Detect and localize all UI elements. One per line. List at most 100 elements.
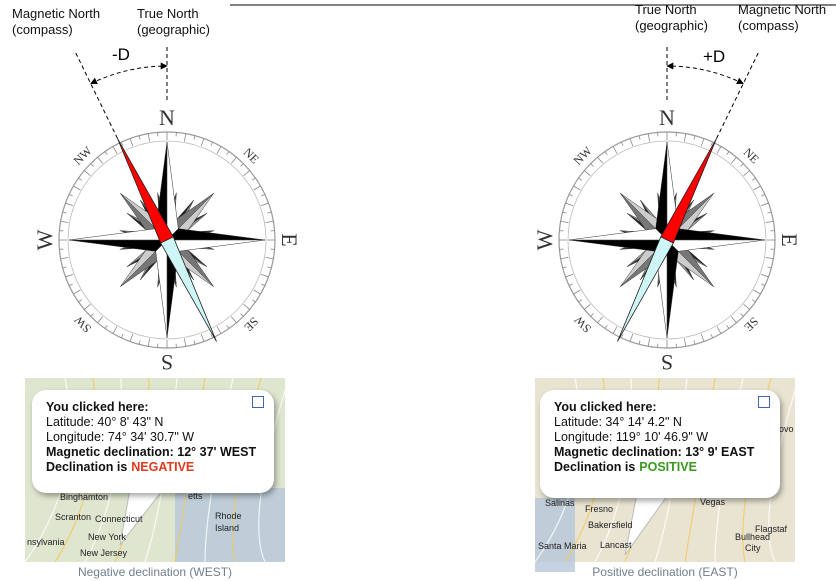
ring-tick (65, 202, 74, 207)
ring-tick (638, 340, 641, 345)
sign-prefix: Declination is (554, 460, 636, 474)
ring-tick (760, 273, 769, 278)
magnetic-north-label: (compass) (738, 18, 799, 33)
ring-tick (716, 146, 722, 154)
ring-tick (243, 303, 250, 310)
magnetic-north-label: Magnetic North (12, 6, 100, 21)
ring-tick (584, 303, 591, 310)
ring-tick (62, 211, 67, 214)
ring-tick (68, 283, 73, 287)
ring-tick (584, 170, 591, 177)
ring-tick (73, 289, 81, 295)
ring-tick (226, 324, 230, 329)
info-popup: You clicked here: Latitude: 34° 14' 4.2" … (540, 390, 780, 498)
ring-tick (120, 141, 124, 146)
map-label: nsylvania (27, 537, 65, 547)
ring-tick (620, 141, 624, 146)
ring-tick (604, 324, 608, 329)
map-label: Island (215, 523, 239, 533)
ring-tick (183, 338, 187, 347)
ring-tick (753, 185, 761, 191)
ring-tick (726, 324, 730, 329)
close-button[interactable] (252, 396, 264, 408)
map-label: Bullhead (735, 532, 770, 542)
ring-tick (251, 177, 256, 181)
ring-tick (200, 333, 205, 342)
caption: Negative declination (WEST) (77, 565, 233, 579)
ring-tick (683, 338, 687, 347)
ring-tick (129, 333, 134, 342)
ring-tick (200, 138, 205, 147)
ring-tick (568, 283, 573, 287)
ring-tick (193, 340, 196, 345)
ring-tick (612, 326, 618, 334)
map-label: Bakersfield (588, 520, 633, 530)
ring-tick (65, 273, 74, 278)
popup-longitude: Longitude: 119° 10' 46.9" W (554, 430, 709, 444)
compass-label: E (777, 233, 802, 246)
map-label: etts (188, 491, 203, 501)
ring-tick (647, 338, 651, 347)
ring-tick (112, 146, 118, 154)
ring-tick (147, 338, 151, 347)
ring-tick (260, 202, 269, 207)
ring-tick (78, 177, 83, 181)
map-water (535, 498, 575, 572)
ring-tick (568, 193, 573, 197)
map-label: Salinas (545, 498, 575, 508)
needle-south (160, 236, 217, 342)
ring-tick (60, 220, 69, 224)
compass-label: N (659, 105, 675, 130)
ring-tick (243, 170, 250, 177)
close-button[interactable] (758, 396, 770, 408)
ring-tick (60, 256, 69, 260)
compass-label: E (277, 233, 302, 246)
map-label: Vegas (700, 497, 726, 507)
ring-tick (765, 220, 774, 224)
map-label: Flagstaf (755, 524, 788, 534)
map-label: Fresno (585, 504, 613, 514)
popup-sign-row: Declination is NEGATIVE (46, 460, 260, 475)
ring-tick (726, 151, 730, 156)
ring-tick (193, 135, 196, 140)
ring-tick (573, 185, 581, 191)
declination-arc (90, 62, 168, 85)
popup-latitude: Latitude: 40° 8' 43" N (46, 415, 164, 429)
ring-tick (261, 193, 266, 197)
sign-value: NEGATIVE (131, 460, 195, 474)
ring-tick (97, 157, 104, 164)
magnetic-north-line (716, 51, 760, 139)
true-north-label: True North (635, 2, 697, 17)
compass-label: NE (741, 145, 762, 166)
map-label: Scranton (55, 512, 91, 522)
ring-tick (761, 193, 766, 197)
ring-tick (740, 313, 744, 317)
map-label: Provo (770, 424, 794, 434)
ring-tick (761, 283, 766, 287)
map-label: New York (88, 532, 127, 542)
ring-tick (565, 273, 574, 278)
ring-tick (120, 334, 124, 339)
true-north-label: True North (137, 6, 199, 21)
ring-tick (693, 340, 696, 345)
declination-symbol: -D (112, 45, 130, 64)
ring-tick (767, 211, 772, 214)
ring-tick (251, 299, 256, 303)
map-label: Santa Maria (538, 541, 587, 551)
compass-ring-inner (67, 140, 267, 340)
compass-label: W (532, 229, 557, 250)
ring-tick (560, 256, 569, 260)
sign-value: POSITIVE (639, 460, 697, 474)
ring-tick (104, 324, 108, 329)
true-north-label: (geographic) (137, 22, 210, 37)
true-north-label: (geographic) (635, 18, 708, 33)
ring-tick (97, 316, 104, 323)
ring-tick (767, 266, 772, 269)
ring-tick (590, 313, 594, 317)
ring-tick (84, 303, 91, 310)
ring-tick (760, 202, 769, 207)
ring-tick (629, 333, 634, 342)
popup-declination: Magnetic declination: 13° 9' EAST (554, 445, 755, 459)
ring-tick (578, 177, 583, 181)
ring-tick (138, 340, 141, 345)
